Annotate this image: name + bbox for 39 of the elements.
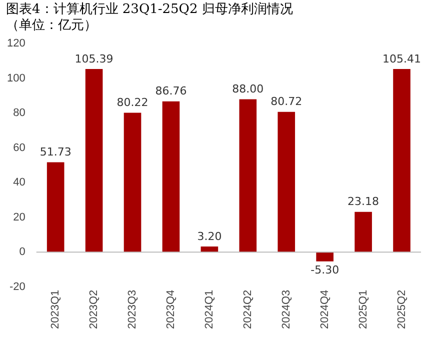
data-label: 88.00	[232, 82, 264, 96]
y-tick-label: -20	[9, 280, 26, 293]
data-label: 80.72	[270, 95, 302, 108]
data-label: 86.76	[155, 84, 187, 98]
bar	[316, 252, 334, 262]
data-label: 105.41	[382, 52, 422, 66]
y-tick-label: 120	[6, 38, 26, 50]
x-tick-label: 2024Q2	[242, 290, 254, 330]
y-tick-label: 20	[13, 211, 26, 224]
x-tick-label: 2024Q1	[203, 290, 216, 330]
bar	[124, 112, 142, 252]
y-tick-label: 60	[13, 142, 26, 154]
data-label: 3.20	[197, 230, 222, 243]
chart-subtitle: （单位：亿元）	[6, 18, 98, 34]
data-label: 51.73	[40, 146, 72, 159]
data-label: 23.18	[348, 195, 380, 208]
y-tick-label: 40	[13, 176, 26, 189]
bar	[162, 101, 180, 252]
bar	[278, 112, 296, 252]
chart-title: 图表4：计算机行业 23Q1-25Q2 归母净利润情况	[6, 2, 294, 18]
bar	[239, 99, 257, 252]
y-tick-label: 100	[6, 72, 26, 84]
bar	[354, 212, 372, 252]
data-label: 105.39	[74, 52, 114, 66]
x-tick-label: 2023Q1	[50, 290, 62, 330]
data-label: 80.22	[116, 96, 148, 110]
bar	[393, 68, 410, 252]
x-tick-label: 2024Q4	[318, 290, 331, 330]
x-tick-label: 2023Q3	[126, 290, 139, 330]
x-tick-label: 2023Q4	[165, 290, 178, 330]
y-tick-label: 0	[19, 246, 26, 258]
y-tick-label: 80	[13, 107, 26, 120]
x-tick-label: 2025Q2	[396, 290, 408, 330]
x-tick-label: 2025Q1	[357, 290, 370, 330]
bar	[46, 162, 64, 252]
data-label: -5.30	[310, 264, 340, 277]
bar	[85, 68, 103, 252]
x-tick-label: 2023Q2	[88, 290, 100, 330]
x-tick-label: 2024Q3	[280, 290, 292, 330]
